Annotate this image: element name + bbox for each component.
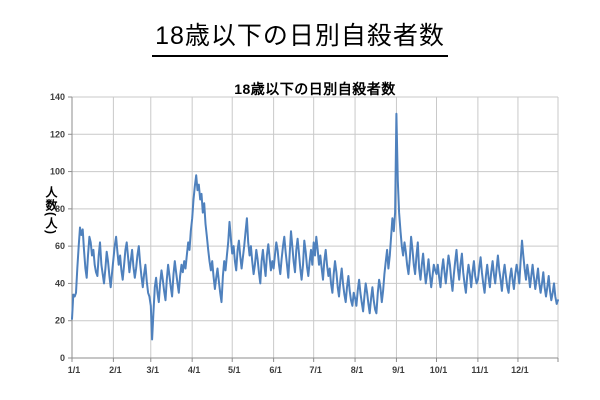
plot-area: 0 20 40 60 80 100 120 140 1/1 2/1 3/1 4/1 5/1 6/1 7/1 8…	[50, 92, 559, 375]
y-tick-label: 60	[55, 241, 65, 251]
chart-title: 18歳以下の日別自殺者数	[234, 81, 396, 97]
x-tick-label: 12/1	[511, 365, 529, 375]
y-tick-label: 100	[50, 167, 65, 177]
page-title: 18歳以下の日別自殺者数	[0, 16, 600, 57]
y-tick-label: 80	[55, 204, 65, 214]
y-tick-label: 0	[60, 353, 65, 363]
y-axis-title: 人数(人)	[44, 186, 58, 235]
x-tick-label: 3/1	[147, 365, 160, 375]
x-tick-label: 10/1	[430, 365, 448, 375]
y-tick-label: 120	[50, 129, 65, 139]
x-tick-label: 4/1	[188, 365, 201, 375]
page-title-text: 18歳以下の日別自殺者数	[152, 16, 448, 57]
y-tick-label: 20	[55, 316, 65, 326]
y-tick-label: 40	[55, 278, 65, 288]
x-tick-label: 9/1	[392, 365, 405, 375]
daily-suicide-chart: 18歳以下の日別自殺者数 人数(人) 0 20 40 60 80 100 120 140 1/1…	[0, 70, 600, 400]
x-tick-label: 5/1	[228, 365, 241, 375]
x-tick-label: 2/1	[109, 365, 122, 375]
x-tick-label: 7/1	[309, 365, 322, 375]
x-tick-label: 11/1	[471, 365, 488, 375]
data-line	[71, 112, 559, 341]
x-tick-label: 6/1	[269, 365, 282, 375]
y-tick-label: 140	[50, 92, 65, 102]
x-tick-label: 8/1	[351, 365, 364, 375]
x-tick-label: 1/1	[68, 365, 81, 375]
